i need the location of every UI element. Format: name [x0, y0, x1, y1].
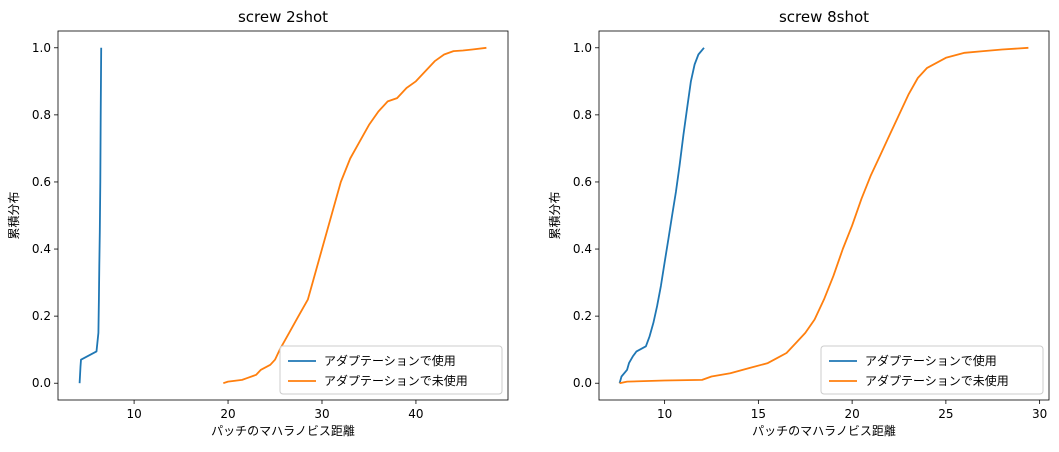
series-group — [618, 46, 1029, 385]
legend-entry: アダプテーションで使用 — [865, 353, 997, 368]
series-line-unused — [619, 46, 1029, 385]
series-line-unused — [223, 46, 487, 385]
y-tick-label: 0.2 — [32, 309, 51, 323]
y-tick-label: 0.8 — [573, 108, 592, 122]
chart-title: screw 8shot — [779, 8, 869, 26]
chart-title: screw 2shot — [238, 8, 328, 26]
y-tick-label: 0.4 — [573, 242, 592, 256]
y-tick-label: 0.8 — [32, 108, 51, 122]
legend-entry: アダプテーションで未使用 — [324, 373, 468, 388]
legend-box — [279, 345, 503, 395]
y-tick-label: 1.0 — [32, 41, 51, 55]
x-tick-label: 20 — [220, 407, 235, 421]
x-tick-label: 40 — [408, 407, 423, 421]
axes-frame — [57, 30, 509, 401]
legend-entry: アダプテーションで使用 — [324, 353, 456, 368]
x-tick-label: 10 — [126, 407, 141, 421]
chart-panel-screw-8shot: screw 8shot 0.0 0.2 0.4 0.6 0.8 1.0 10 15 20 25 30 パ… — [547, 8, 1050, 438]
y-tick-label: 1.0 — [573, 41, 592, 55]
x-axis-label: パッチのマハラノビス距離 — [211, 424, 355, 438]
series-group — [78, 46, 487, 385]
x-tick-label: 10 — [657, 407, 672, 421]
series-line-used — [78, 47, 103, 384]
series-line-used — [618, 47, 705, 384]
legend-entry: アダプテーションで未使用 — [865, 373, 1009, 388]
y-tick-label: 0.6 — [573, 175, 592, 189]
y-axis-label: 累積分布 — [6, 191, 21, 239]
axes-frame — [598, 30, 1050, 401]
chart-panel-screw-2shot: screw 2shot 0.0 0.2 0.4 0.6 0.8 1.0 10 20 30 40 パッチ… — [6, 8, 509, 438]
x-tick-label: 30 — [314, 407, 329, 421]
x-tick-label: 25 — [938, 407, 953, 421]
legend-box — [820, 345, 1044, 395]
x-tick-label: 30 — [1032, 407, 1047, 421]
y-tick-label: 0.2 — [573, 309, 592, 323]
y-tick-label: 0.4 — [32, 242, 51, 256]
y-tick-label: 0.0 — [32, 376, 51, 390]
y-tick-label: 0.0 — [573, 376, 592, 390]
y-axis-label: 累積分布 — [547, 191, 562, 239]
y-tick-label: 0.6 — [32, 175, 51, 189]
x-tick-label: 15 — [751, 407, 766, 421]
x-tick-label: 20 — [844, 407, 859, 421]
x-axis-label: パッチのマハラノビス距離 — [752, 424, 896, 438]
